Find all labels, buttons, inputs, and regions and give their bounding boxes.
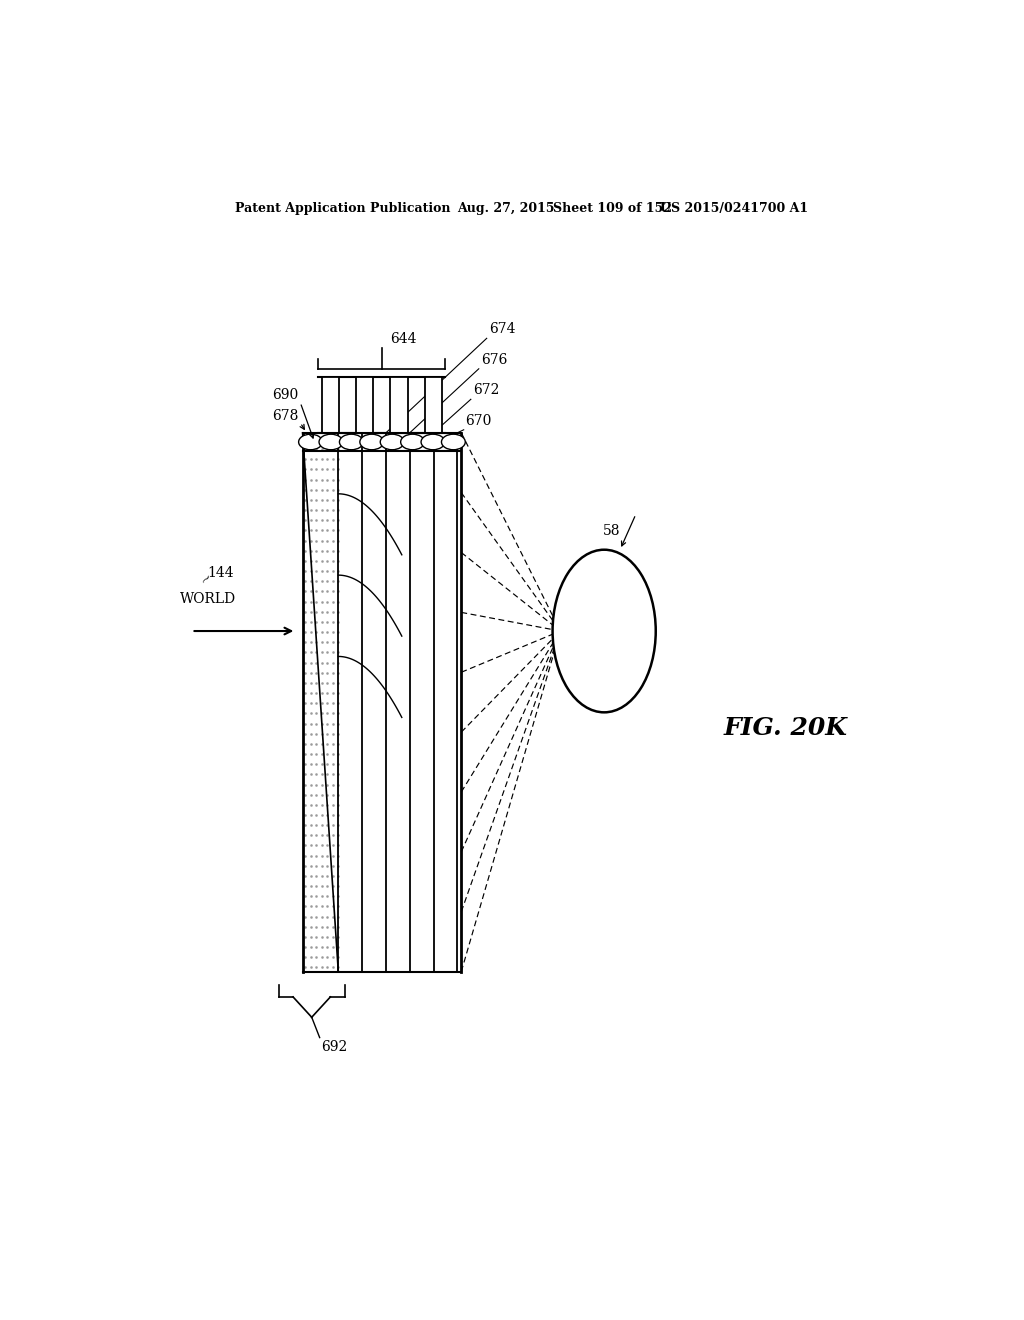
Text: FIG. 20K: FIG. 20K	[723, 715, 847, 739]
Text: 676: 676	[481, 352, 508, 367]
Text: US 2015/0241700 A1: US 2015/0241700 A1	[659, 202, 808, 215]
Text: Patent Application Publication: Patent Application Publication	[236, 202, 451, 215]
Ellipse shape	[319, 434, 343, 450]
Ellipse shape	[553, 549, 655, 713]
Text: Sheet 109 of 152: Sheet 109 of 152	[553, 202, 672, 215]
Text: 678: 678	[272, 409, 299, 422]
Ellipse shape	[359, 434, 384, 450]
Text: 58: 58	[603, 524, 621, 537]
Ellipse shape	[400, 434, 425, 450]
Bar	[356, 378, 374, 433]
Text: WORLD: WORLD	[179, 591, 236, 606]
Bar	[390, 378, 408, 433]
Text: 672: 672	[473, 383, 500, 397]
Bar	[322, 378, 339, 433]
Text: 690: 690	[272, 388, 299, 403]
Bar	[425, 378, 442, 433]
Text: 670: 670	[465, 413, 492, 428]
Ellipse shape	[339, 434, 364, 450]
Text: Aug. 27, 2015: Aug. 27, 2015	[458, 202, 555, 215]
Ellipse shape	[421, 434, 444, 450]
Text: 692: 692	[322, 1040, 347, 1053]
Text: 144: 144	[207, 566, 234, 581]
Text: 674: 674	[489, 322, 516, 337]
Ellipse shape	[299, 434, 323, 450]
Text: 644: 644	[390, 333, 417, 346]
Text: ~: ~	[198, 570, 216, 589]
Ellipse shape	[441, 434, 465, 450]
Ellipse shape	[380, 434, 404, 450]
